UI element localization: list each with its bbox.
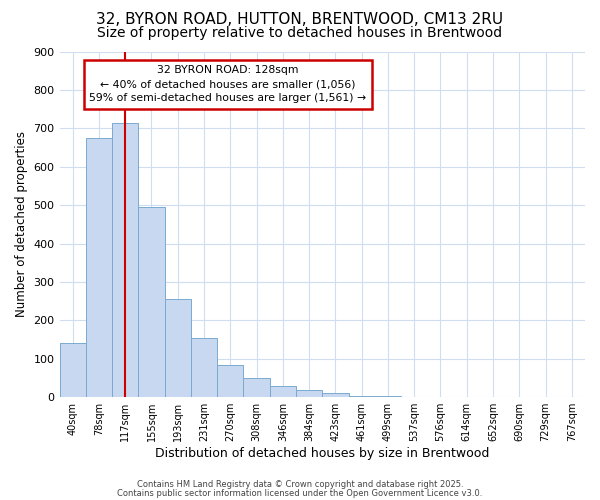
- Text: Contains public sector information licensed under the Open Government Licence v3: Contains public sector information licen…: [118, 489, 482, 498]
- Bar: [375, 396, 401, 397]
- Bar: [164, 300, 191, 397]
- Y-axis label: Number of detached properties: Number of detached properties: [15, 132, 28, 318]
- Bar: [296, 390, 322, 397]
- Text: Size of property relative to detached houses in Brentwood: Size of property relative to detached ho…: [97, 26, 503, 40]
- X-axis label: Distribution of detached houses by size in Brentwood: Distribution of detached houses by size …: [155, 447, 490, 460]
- Bar: [191, 338, 217, 397]
- Bar: [112, 122, 139, 397]
- Bar: [217, 364, 244, 397]
- Text: 32, BYRON ROAD, HUTTON, BRENTWOOD, CM13 2RU: 32, BYRON ROAD, HUTTON, BRENTWOOD, CM13 …: [97, 12, 503, 28]
- Bar: [139, 207, 164, 397]
- Bar: [349, 396, 375, 397]
- Bar: [322, 394, 349, 397]
- Bar: [59, 344, 86, 397]
- Text: Contains HM Land Registry data © Crown copyright and database right 2025.: Contains HM Land Registry data © Crown c…: [137, 480, 463, 489]
- Bar: [270, 386, 296, 397]
- Bar: [86, 138, 112, 397]
- Bar: [244, 378, 270, 397]
- Text: 32 BYRON ROAD: 128sqm
← 40% of detached houses are smaller (1,056)
59% of semi-d: 32 BYRON ROAD: 128sqm ← 40% of detached …: [89, 66, 366, 104]
